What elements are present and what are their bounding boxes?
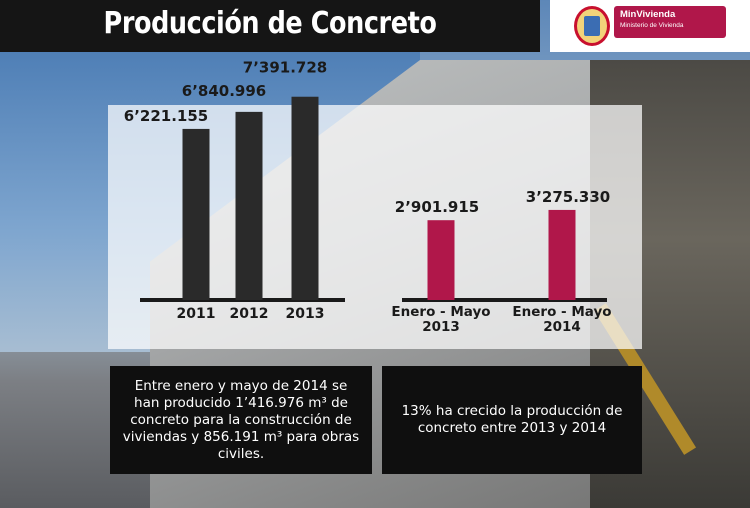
annual-category-label: 2013 xyxy=(286,306,325,322)
brand-name: MinVivienda xyxy=(620,9,676,20)
annual-value-label: 7’391.728 xyxy=(243,59,327,77)
jan-may-category-label: Enero - Mayo xyxy=(391,304,490,320)
annual-bar xyxy=(291,96,319,300)
annual-bar xyxy=(235,111,263,300)
annual-bar xyxy=(182,128,210,300)
jan-may-value-label: 2’901.915 xyxy=(395,198,479,216)
note-right: 13% ha crecido la producción de concreto… xyxy=(382,366,642,474)
coat-of-arms-shield-icon xyxy=(584,16,600,36)
brand-subtitle: Ministerio de Vivienda xyxy=(620,22,684,29)
annual-value-label: 6’221.155 xyxy=(124,107,208,125)
header-bar xyxy=(0,0,540,52)
annual-category-label: 2012 xyxy=(230,306,269,322)
jan-may-category-label: 2014 xyxy=(543,319,581,335)
jan-may-category-label: 2013 xyxy=(422,319,460,335)
note-left: Entre enero y mayo de 2014 se han produc… xyxy=(110,366,372,474)
jan-may-bar xyxy=(548,209,576,300)
page-title: Producción de Concreto xyxy=(103,6,437,41)
jan-may-category-label: Enero - Mayo xyxy=(512,304,611,320)
annual-category-label: 2011 xyxy=(177,306,216,322)
annual-value-label: 6’840.996 xyxy=(182,82,266,100)
jan-may-value-label: 3’275.330 xyxy=(526,188,610,206)
jan-may-bar xyxy=(427,220,455,300)
brand-logo xyxy=(614,6,726,38)
